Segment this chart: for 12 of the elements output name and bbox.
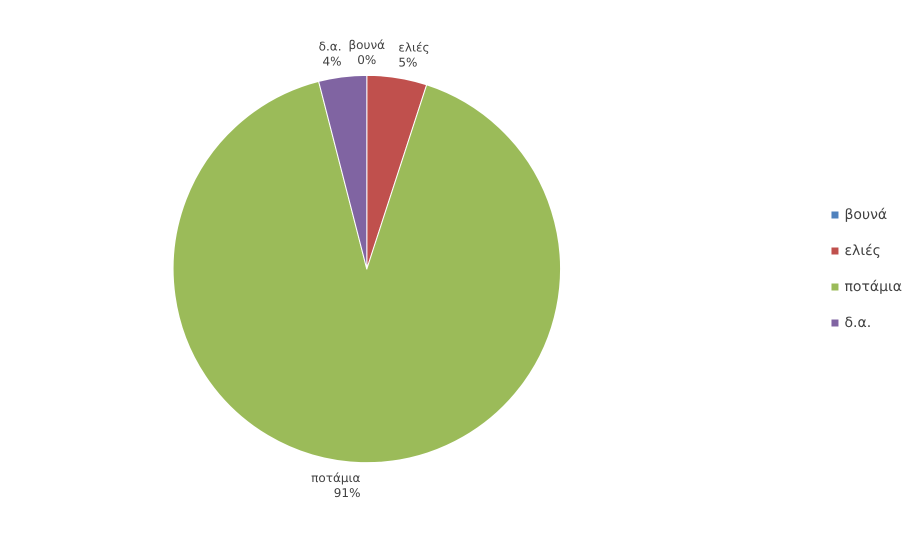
slice-label: δ.α. [318, 39, 342, 54]
legend-label: ποτάμια [844, 279, 902, 295]
legend-label: δ.α. [844, 315, 872, 331]
data-label: 4% [322, 54, 342, 68]
data-label: 91% [334, 486, 360, 500]
legend-label: βουνά [844, 207, 888, 223]
text: 0% [357, 52, 376, 67]
category-label: βουνά [348, 38, 386, 52]
data-label: 5% [398, 55, 418, 70]
slice-label: ποτάμια [311, 471, 361, 486]
slice-label: ελιές [398, 40, 430, 54]
legend-label: ελιές [844, 243, 881, 259]
